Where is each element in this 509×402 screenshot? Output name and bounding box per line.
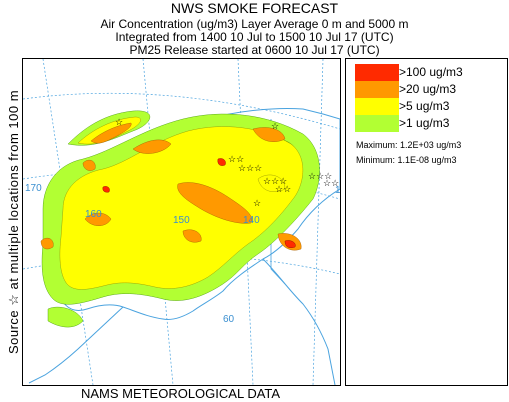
svg-text:☆: ☆ <box>115 117 123 127</box>
plume-gt20 <box>40 122 302 251</box>
forecast-title: NWS SMOKE FORECAST <box>170 0 339 16</box>
plume-gt100 <box>102 158 296 248</box>
map-canvas: ☆☆ ☆☆☆ ☆☆☆ ☆☆ ☆☆☆ ☆☆ ☆ ☆ ☆ 170 160 150 1… <box>23 59 340 385</box>
svg-text:☆☆: ☆☆ <box>275 184 291 194</box>
legend-label: >20 ug/m3 <box>399 82 457 96</box>
lon-label-150: 150 <box>173 215 190 226</box>
svg-text:☆☆☆: ☆☆☆ <box>263 176 287 186</box>
peninsula-coast <box>28 306 124 384</box>
integration-period: Integrated from 1400 10 Jul to 1500 10 J… <box>115 30 394 44</box>
panhandle-coast <box>262 258 336 385</box>
legend-swatch <box>355 115 399 132</box>
legend-label: >100 ug/m3 <box>399 65 463 79</box>
lon-label-140: 140 <box>243 215 260 226</box>
smoke-map: ☆☆ ☆☆☆ ☆☆☆ ☆☆ ☆☆☆ ☆☆ ☆ ☆ ☆ 170 160 150 1… <box>22 58 341 386</box>
fire-source-markers: ☆☆ ☆☆☆ ☆☆☆ ☆☆ ☆☆☆ ☆☆ ☆ ☆ ☆ <box>115 117 339 208</box>
lon-label-60: 60 <box>223 314 235 325</box>
legend-label: >1 ug/m3 <box>399 116 450 130</box>
svg-text:☆☆☆: ☆☆☆ <box>308 171 332 181</box>
legend-swatch <box>355 81 399 98</box>
met-data-label: NAMS METEOROLOGICAL DATA <box>80 386 281 401</box>
minimum-value: Minimum: 1.1E-08 ug/m3 <box>356 155 457 165</box>
source-label: Source ☆ at multiple locations from 100 … <box>6 89 21 355</box>
svg-text:☆☆☆: ☆☆☆ <box>238 163 262 173</box>
concentration-subtitle: Air Concentration (ug/m3) Layer Average … <box>100 17 409 31</box>
legend-label: >5 ug/m3 <box>399 99 450 113</box>
legend-swatch <box>355 98 399 115</box>
lon-label-100: 100 <box>335 185 340 196</box>
svg-text:☆: ☆ <box>253 198 261 208</box>
svg-text:☆☆: ☆☆ <box>228 154 244 164</box>
lon-label-160: 160 <box>85 209 102 220</box>
legend-swatch <box>355 64 399 81</box>
release-start: PM25 Release started at 0600 10 Jul 17 (… <box>129 43 380 57</box>
legend-panel: >100 ug/m3 >20 ug/m3 >5 ug/m3 >1 ug/m3 M… <box>345 58 508 386</box>
lon-label-170: 170 <box>25 183 42 194</box>
maximum-value: Maximum: 1.2E+03 ug/m3 <box>356 140 462 150</box>
svg-text:☆: ☆ <box>271 121 279 131</box>
svg-text:☆☆: ☆☆ <box>323 178 339 188</box>
